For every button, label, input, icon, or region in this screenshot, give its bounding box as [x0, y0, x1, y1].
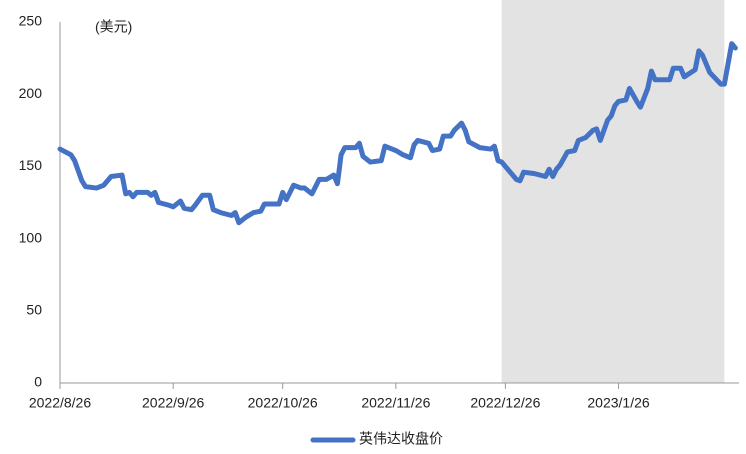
legend-label: 英伟达收盘价 [359, 431, 443, 447]
y-tick-label: 0 [34, 374, 42, 390]
y-tick-label: 200 [19, 85, 43, 101]
x-tick-label: 2023/1/26 [587, 395, 649, 411]
x-tick-label: 2022/9/26 [142, 395, 204, 411]
y-tick-label: 50 [26, 302, 42, 318]
y-tick-label: 250 [19, 13, 43, 29]
y-tick-label: 100 [19, 229, 43, 245]
y-tick-label: 150 [19, 157, 43, 173]
x-tick-label: 2022/12/26 [470, 395, 540, 411]
x-tick-label: 2022/11/26 [361, 395, 430, 411]
x-tick-label: 2022/8/26 [29, 395, 91, 411]
unit-label: (美元) [95, 19, 132, 35]
price-line [57, 41, 738, 226]
highlight-region [501, 0, 725, 383]
x-tick-label: 2022/10/26 [248, 395, 318, 411]
